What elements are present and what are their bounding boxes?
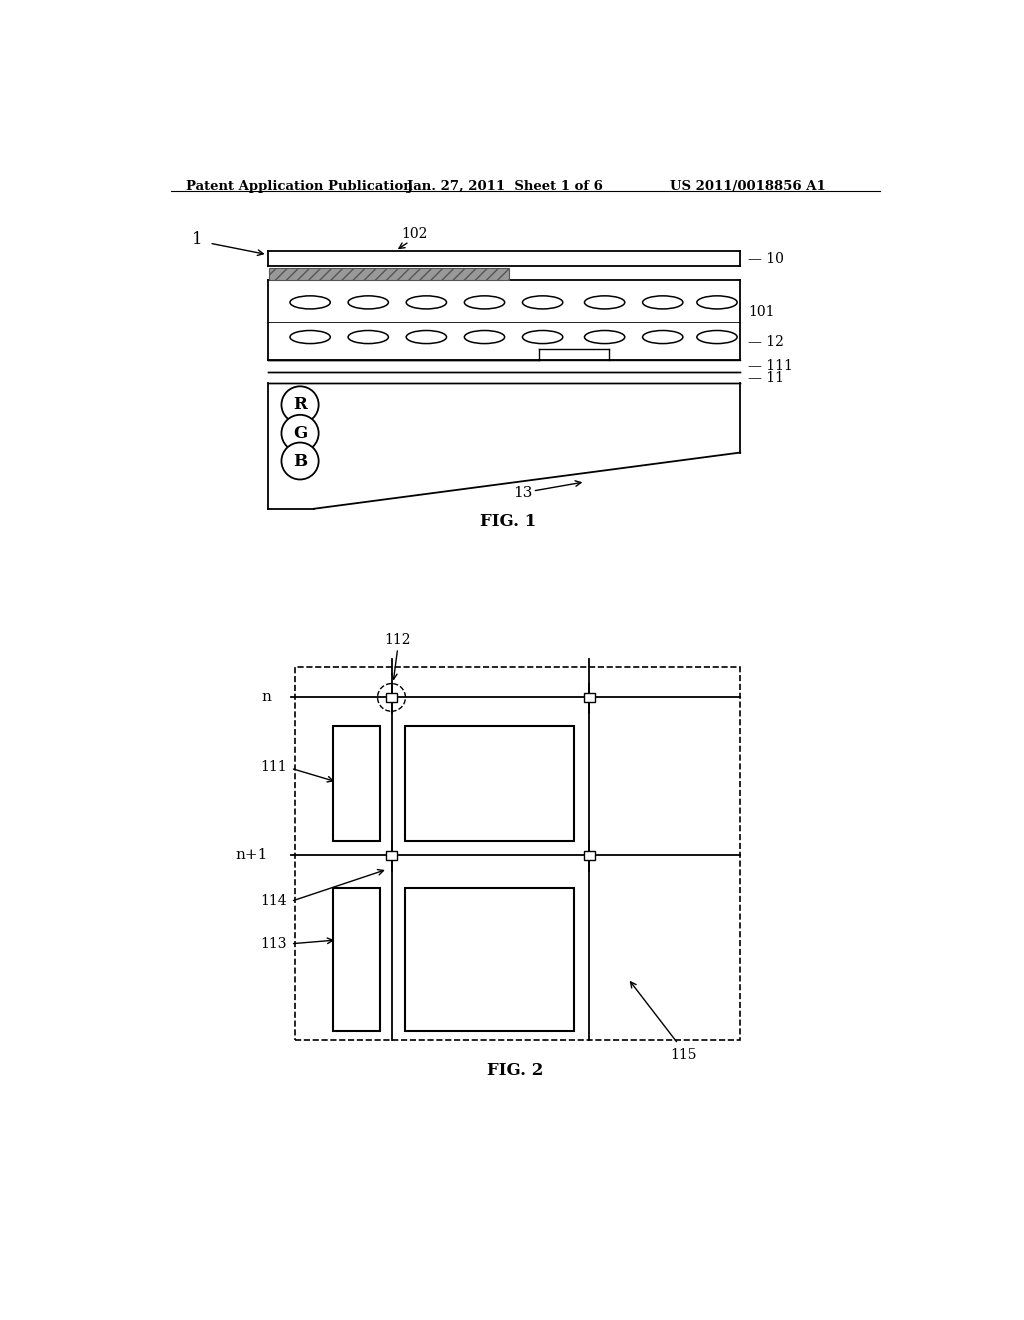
Text: US 2011/0018856 A1: US 2011/0018856 A1 <box>671 180 826 193</box>
Text: 13: 13 <box>514 486 532 499</box>
Ellipse shape <box>522 330 563 343</box>
Text: FIG. 2: FIG. 2 <box>487 1063 544 1080</box>
Ellipse shape <box>464 296 505 309</box>
Text: Jan. 27, 2011  Sheet 1 of 6: Jan. 27, 2011 Sheet 1 of 6 <box>407 180 603 193</box>
Text: Patent Application Publication: Patent Application Publication <box>186 180 413 193</box>
Text: n+1: n+1 <box>236 849 267 862</box>
Text: 115: 115 <box>671 1048 697 1061</box>
Text: 112: 112 <box>384 634 411 647</box>
Ellipse shape <box>585 296 625 309</box>
Ellipse shape <box>464 330 505 343</box>
Bar <box>386 693 397 702</box>
Ellipse shape <box>643 330 683 343</box>
Bar <box>406 726 573 841</box>
Text: — 111: — 111 <box>748 359 793 374</box>
Ellipse shape <box>585 330 625 343</box>
Text: B: B <box>293 453 307 470</box>
Text: 1: 1 <box>193 231 203 248</box>
Bar <box>584 693 595 702</box>
Bar <box>269 268 509 280</box>
Text: 114: 114 <box>260 895 287 908</box>
Text: G: G <box>293 425 307 442</box>
Text: n: n <box>261 690 271 705</box>
Bar <box>406 888 573 1031</box>
Ellipse shape <box>290 296 331 309</box>
Bar <box>386 850 397 859</box>
Text: 113: 113 <box>260 937 287 950</box>
Bar <box>334 726 380 841</box>
Ellipse shape <box>643 296 683 309</box>
Text: 102: 102 <box>401 227 428 240</box>
Ellipse shape <box>697 330 737 343</box>
Text: — 11: — 11 <box>748 371 784 385</box>
Text: 101: 101 <box>748 305 774 319</box>
Circle shape <box>282 387 318 424</box>
Text: R: R <box>293 396 307 413</box>
Bar <box>295 667 740 1040</box>
Ellipse shape <box>348 296 388 309</box>
Circle shape <box>282 442 318 479</box>
Text: — 12: — 12 <box>748 335 784 348</box>
Circle shape <box>282 414 318 451</box>
Ellipse shape <box>697 296 737 309</box>
Text: 111: 111 <box>260 760 287 774</box>
Ellipse shape <box>522 296 563 309</box>
Ellipse shape <box>348 330 388 343</box>
Ellipse shape <box>407 330 446 343</box>
Ellipse shape <box>290 330 331 343</box>
Ellipse shape <box>407 296 446 309</box>
Text: — 10: — 10 <box>748 252 784 265</box>
Text: FIG. 1: FIG. 1 <box>479 513 536 531</box>
Bar <box>334 888 380 1031</box>
Bar <box>584 850 595 859</box>
